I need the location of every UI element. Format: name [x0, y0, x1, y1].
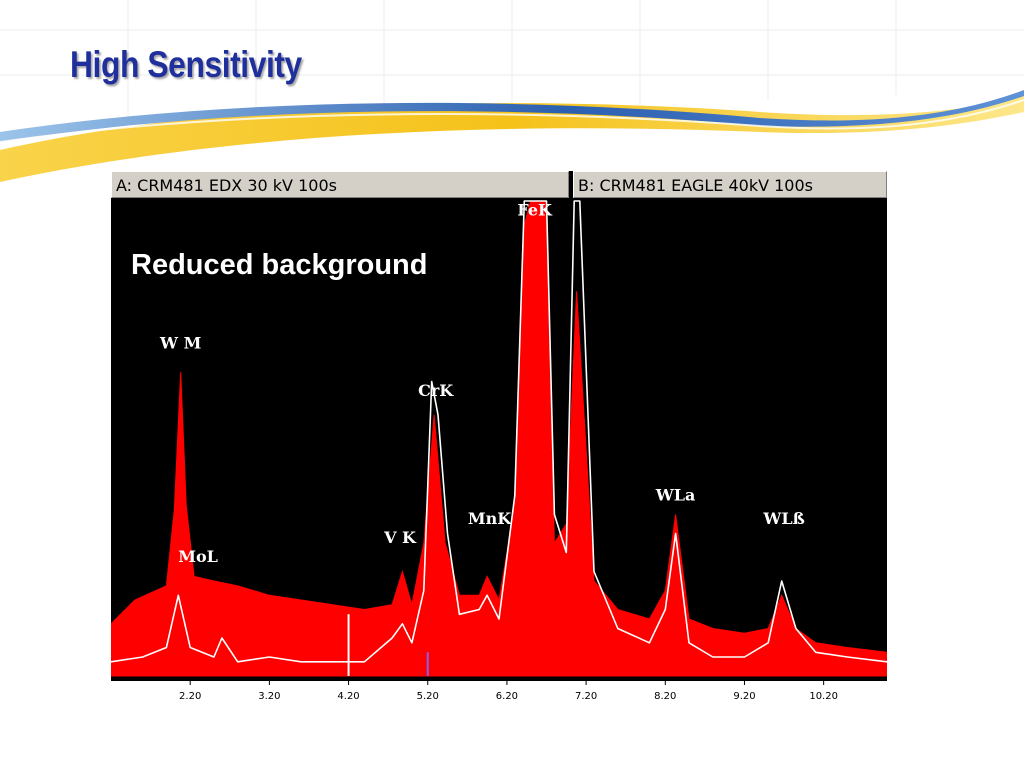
peak-label: MnK	[468, 509, 512, 528]
x-axis-ticks: 2.20 3.20 4.20 5.20 6.20 7.20 8.20 9.20 10.20	[111, 679, 887, 702]
series-a-area	[111, 200, 887, 677]
peak-label: CrK	[418, 381, 454, 400]
peak-label: MoL	[178, 547, 218, 566]
peak-label: V K	[383, 528, 417, 547]
header-divider	[569, 171, 573, 198]
spectrum-header-bar: A: CRM481 EDX 30 kV 100s B: CRM481 EAGLE…	[111, 171, 887, 198]
x-tick-label: 5.20	[417, 691, 439, 702]
x-axis: 2.20 3.20 4.20 5.20 6.20 7.20 8.20 9.20 10.20	[111, 679, 887, 707]
x-tick-label: 3.20	[258, 691, 280, 702]
series-b-line	[111, 200, 887, 663]
x-tick-label: 8.20	[654, 691, 676, 702]
background-grid	[0, 0, 1024, 120]
series-layer	[111, 200, 887, 677]
x-tick-label: 4.20	[337, 691, 359, 702]
annotation-reduced-background: Reduced background	[131, 249, 428, 281]
x-tick-label: 9.20	[733, 691, 755, 702]
x-tick-label: 7.20	[575, 691, 597, 702]
x-tick-label: 6.20	[496, 691, 518, 702]
peak-label: FeK	[517, 200, 553, 219]
peak-label: W M	[159, 333, 201, 352]
slide-title: High Sensitivity	[70, 44, 302, 85]
header-spectrum-a: A: CRM481 EDX 30 kV 100s	[111, 171, 569, 198]
swoosh-highlight	[0, 99, 1024, 143]
peak-label: WLß	[762, 509, 804, 528]
tick-layer: 2.20 3.20 4.20 5.20 6.20 7.20 8.20 9.20 10.20	[179, 680, 838, 702]
header-spectrum-b: B: CRM481 EAGLE 40kV 100s	[573, 171, 887, 198]
spectrum-panel: A: CRM481 EDX 30 kV 100s B: CRM481 EAGLE…	[111, 171, 887, 707]
peak-label: WLa	[655, 485, 696, 504]
x-tick-label: 10.20	[809, 691, 838, 702]
swoosh-blue	[0, 90, 1024, 142]
marker-layer	[347, 614, 429, 676]
peak-label-layer: W M MoL V K CrK MnK FeK WLa WLß	[159, 200, 805, 566]
x-tick-label: 2.20	[179, 691, 201, 702]
spectrum-plot: W M MoL V K CrK MnK FeK WLa WLß	[111, 200, 887, 677]
